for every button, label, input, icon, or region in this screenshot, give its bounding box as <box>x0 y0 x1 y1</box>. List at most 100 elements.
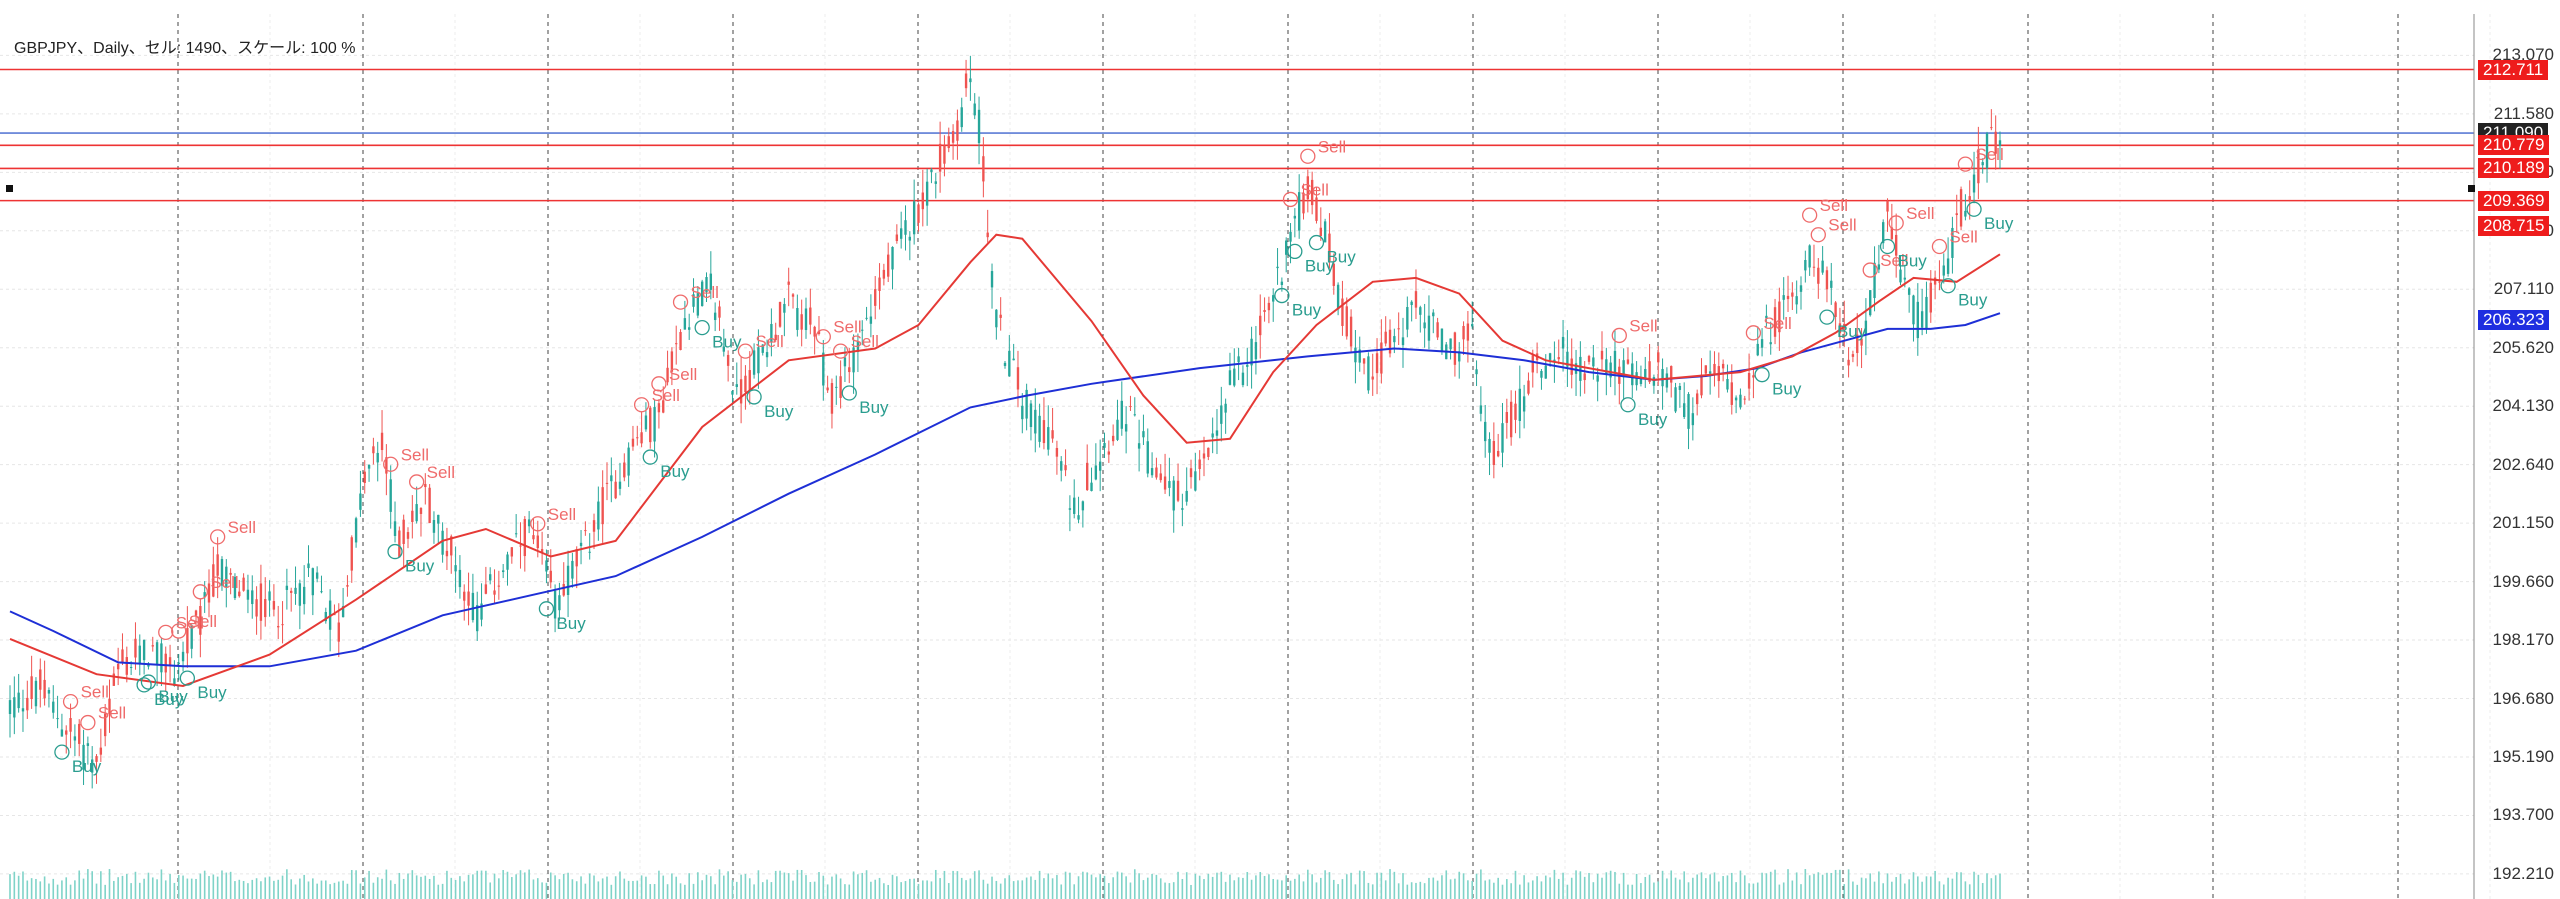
candle-body <box>523 518 526 557</box>
candle-body <box>1605 359 1608 374</box>
candle-body <box>1133 414 1136 416</box>
volume-bar <box>986 883 989 899</box>
candle-body <box>869 316 873 324</box>
candle-body <box>709 273 713 290</box>
volume-bar <box>956 871 959 899</box>
candle-body <box>1129 406 1132 408</box>
left-edge-marker <box>6 185 13 192</box>
volume-bar <box>480 870 483 899</box>
volume-bar <box>1320 877 1322 899</box>
candle-body <box>1466 323 1470 341</box>
volume-bar <box>108 869 111 899</box>
volume-bar <box>1082 871 1084 899</box>
signal-markers: SellBuySellBuyBuySellSellBuySellSellSell… <box>54 137 2014 776</box>
volume-bar <box>1687 882 1690 899</box>
volume-bar <box>1025 877 1028 899</box>
candle-body <box>1367 356 1370 391</box>
moving-average-slow <box>9 312 2001 668</box>
volume-bar <box>420 876 422 899</box>
candle-body <box>1830 280 1833 288</box>
volume-bar <box>1423 883 1426 899</box>
candle-body <box>1393 336 1396 343</box>
volume-bar <box>82 878 85 899</box>
candle-body <box>726 354 730 366</box>
volume-bar <box>35 878 37 899</box>
candle-body <box>1055 447 1059 457</box>
volume-bar <box>1493 882 1495 899</box>
volume-bar <box>1086 872 1088 899</box>
volume-bar <box>597 881 600 899</box>
volume-bar <box>1307 869 1309 899</box>
volume-bar <box>424 875 427 899</box>
volume-bar <box>593 875 595 899</box>
price-tick-label: 204.130 <box>2492 396 2554 416</box>
candle-body <box>1752 375 1755 378</box>
signal-label: Buy <box>660 462 690 481</box>
candle-body <box>1825 270 1829 290</box>
volume-bar <box>1544 875 1547 899</box>
volume-bar <box>1839 869 1841 899</box>
candle-body <box>995 309 998 328</box>
candle-body <box>367 464 371 469</box>
candle-body <box>1548 353 1552 360</box>
candle-body <box>1856 334 1859 354</box>
candle-body <box>1847 359 1850 366</box>
volume-bar <box>1882 883 1884 899</box>
candle-body <box>1315 197 1318 221</box>
volume-bar <box>1129 882 1132 899</box>
candle-body <box>1799 285 1803 292</box>
candle-body <box>614 481 617 499</box>
candle-body <box>207 583 211 603</box>
volume-bar <box>1363 871 1365 899</box>
candle-body <box>1064 465 1067 471</box>
signal-circle <box>1931 238 1948 255</box>
price-axis[interactable]: 213.070211.580210.090208.600207.110205.6… <box>2476 0 2560 899</box>
volume-bar <box>1666 878 1668 899</box>
candle-body <box>1553 359 1556 361</box>
volume-bar <box>1752 883 1755 899</box>
candle-body <box>1086 462 1089 490</box>
volume-bar <box>679 883 682 899</box>
candle-body <box>1946 258 1950 274</box>
volume-bar <box>1934 870 1936 899</box>
volume-bar <box>1722 876 1724 899</box>
price-tick-label: 201.150 <box>2492 513 2554 533</box>
volume-bar <box>1406 884 1409 899</box>
candle-body <box>588 551 591 553</box>
signal-circle <box>746 389 762 405</box>
volume-bar <box>731 880 734 899</box>
volume-bar <box>1579 871 1582 899</box>
candle-body <box>1644 369 1647 379</box>
volume-bar <box>943 870 946 899</box>
volume-bar <box>1739 870 1742 899</box>
volume-bar <box>1095 877 1097 899</box>
candle-body <box>735 384 738 388</box>
candle-body <box>947 136 950 149</box>
candle-body <box>415 504 418 522</box>
candle-body <box>1704 365 1708 374</box>
volume-bar <box>883 883 885 899</box>
volume-bar <box>1614 871 1616 899</box>
volume-bar <box>692 883 695 899</box>
volume-bar <box>1341 879 1344 899</box>
volume-bar <box>1250 879 1253 899</box>
candle-body <box>1107 451 1111 455</box>
signal-circle <box>1308 234 1325 251</box>
volume-bar <box>571 879 574 899</box>
volume-bar <box>333 882 336 899</box>
candle-body <box>264 599 267 618</box>
volume-bar <box>52 878 55 899</box>
volume-bar <box>774 870 777 899</box>
candle-body <box>1159 473 1162 481</box>
volume-bar <box>1272 878 1275 899</box>
volume-bar <box>588 873 591 899</box>
candle-body <box>112 673 116 686</box>
volume-bar <box>164 880 167 899</box>
candle-body <box>809 307 812 325</box>
candle-body <box>302 586 306 605</box>
candle-body <box>437 514 440 524</box>
signal-label: Sell <box>427 463 455 482</box>
candle-body <box>181 651 185 662</box>
candle-body <box>1626 359 1630 364</box>
